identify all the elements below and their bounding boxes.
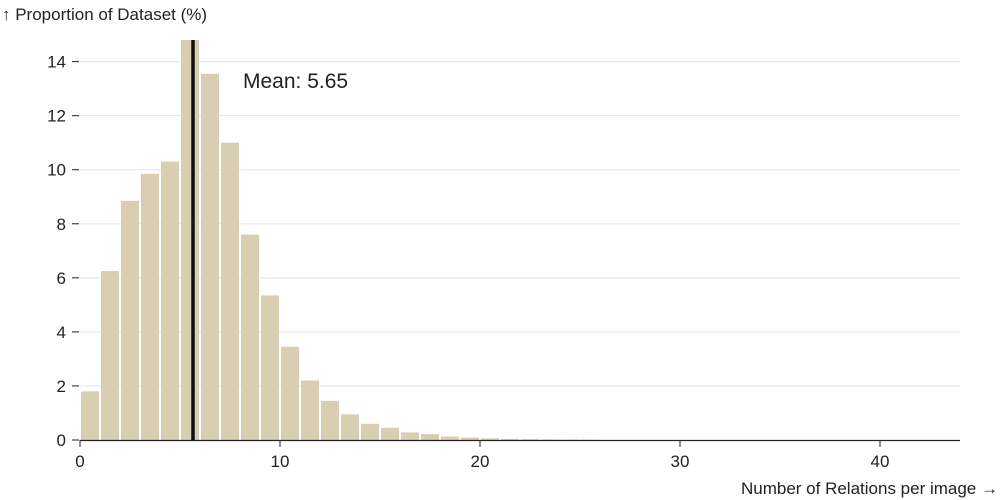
histogram-bar bbox=[421, 434, 439, 440]
x-tick-label: 10 bbox=[271, 452, 290, 471]
histogram-bars bbox=[81, 40, 599, 440]
x-tick-label: 40 bbox=[871, 452, 890, 471]
histogram-bar bbox=[341, 414, 359, 440]
histogram-bar bbox=[301, 380, 319, 440]
y-tick-label: 2 bbox=[57, 377, 66, 396]
y-tick-label: 0 bbox=[57, 431, 66, 450]
histogram-bar bbox=[221, 142, 239, 440]
y-tick-label: 10 bbox=[47, 161, 66, 180]
histogram-bar bbox=[481, 438, 499, 440]
y-tick-label: 4 bbox=[57, 323, 66, 342]
histogram-bar bbox=[121, 200, 139, 440]
histogram-bar bbox=[361, 423, 379, 440]
histogram-bar bbox=[441, 436, 459, 440]
histogram-bar bbox=[81, 391, 99, 440]
histogram-bar bbox=[281, 346, 299, 440]
y-axis: 0 2 4 6 8 10 12 14 bbox=[47, 53, 79, 450]
histogram-bar bbox=[261, 295, 279, 440]
histogram-bar bbox=[181, 40, 199, 440]
y-tick-label: 8 bbox=[57, 215, 66, 234]
x-axis-title: Number of Relations per image → bbox=[741, 479, 998, 498]
x-tick-label: 30 bbox=[671, 452, 690, 471]
histogram-bar bbox=[521, 439, 539, 440]
x-tick-label: 20 bbox=[471, 452, 490, 471]
y-tick-label: 6 bbox=[57, 269, 66, 288]
histogram-bar bbox=[401, 432, 419, 440]
histogram-bar bbox=[241, 234, 259, 440]
histogram-bar bbox=[381, 427, 399, 440]
histogram-bar bbox=[101, 271, 119, 440]
x-axis: 0 10 20 30 40 bbox=[75, 439, 960, 471]
y-tick-label: 14 bbox=[47, 53, 66, 72]
histogram-bar bbox=[501, 438, 519, 440]
histogram-bar bbox=[141, 173, 159, 440]
y-axis-title: ↑ Proportion of Dataset (%) bbox=[2, 5, 207, 24]
histogram-bar bbox=[541, 439, 559, 440]
histogram-bar bbox=[461, 437, 479, 440]
histogram-bar bbox=[321, 400, 339, 440]
mean-annotation: Mean: 5.65 bbox=[243, 70, 348, 93]
x-tick-label: 0 bbox=[75, 452, 84, 471]
histogram-bar bbox=[161, 161, 179, 440]
y-tick-label: 12 bbox=[47, 107, 66, 126]
histogram-bar bbox=[201, 73, 219, 440]
